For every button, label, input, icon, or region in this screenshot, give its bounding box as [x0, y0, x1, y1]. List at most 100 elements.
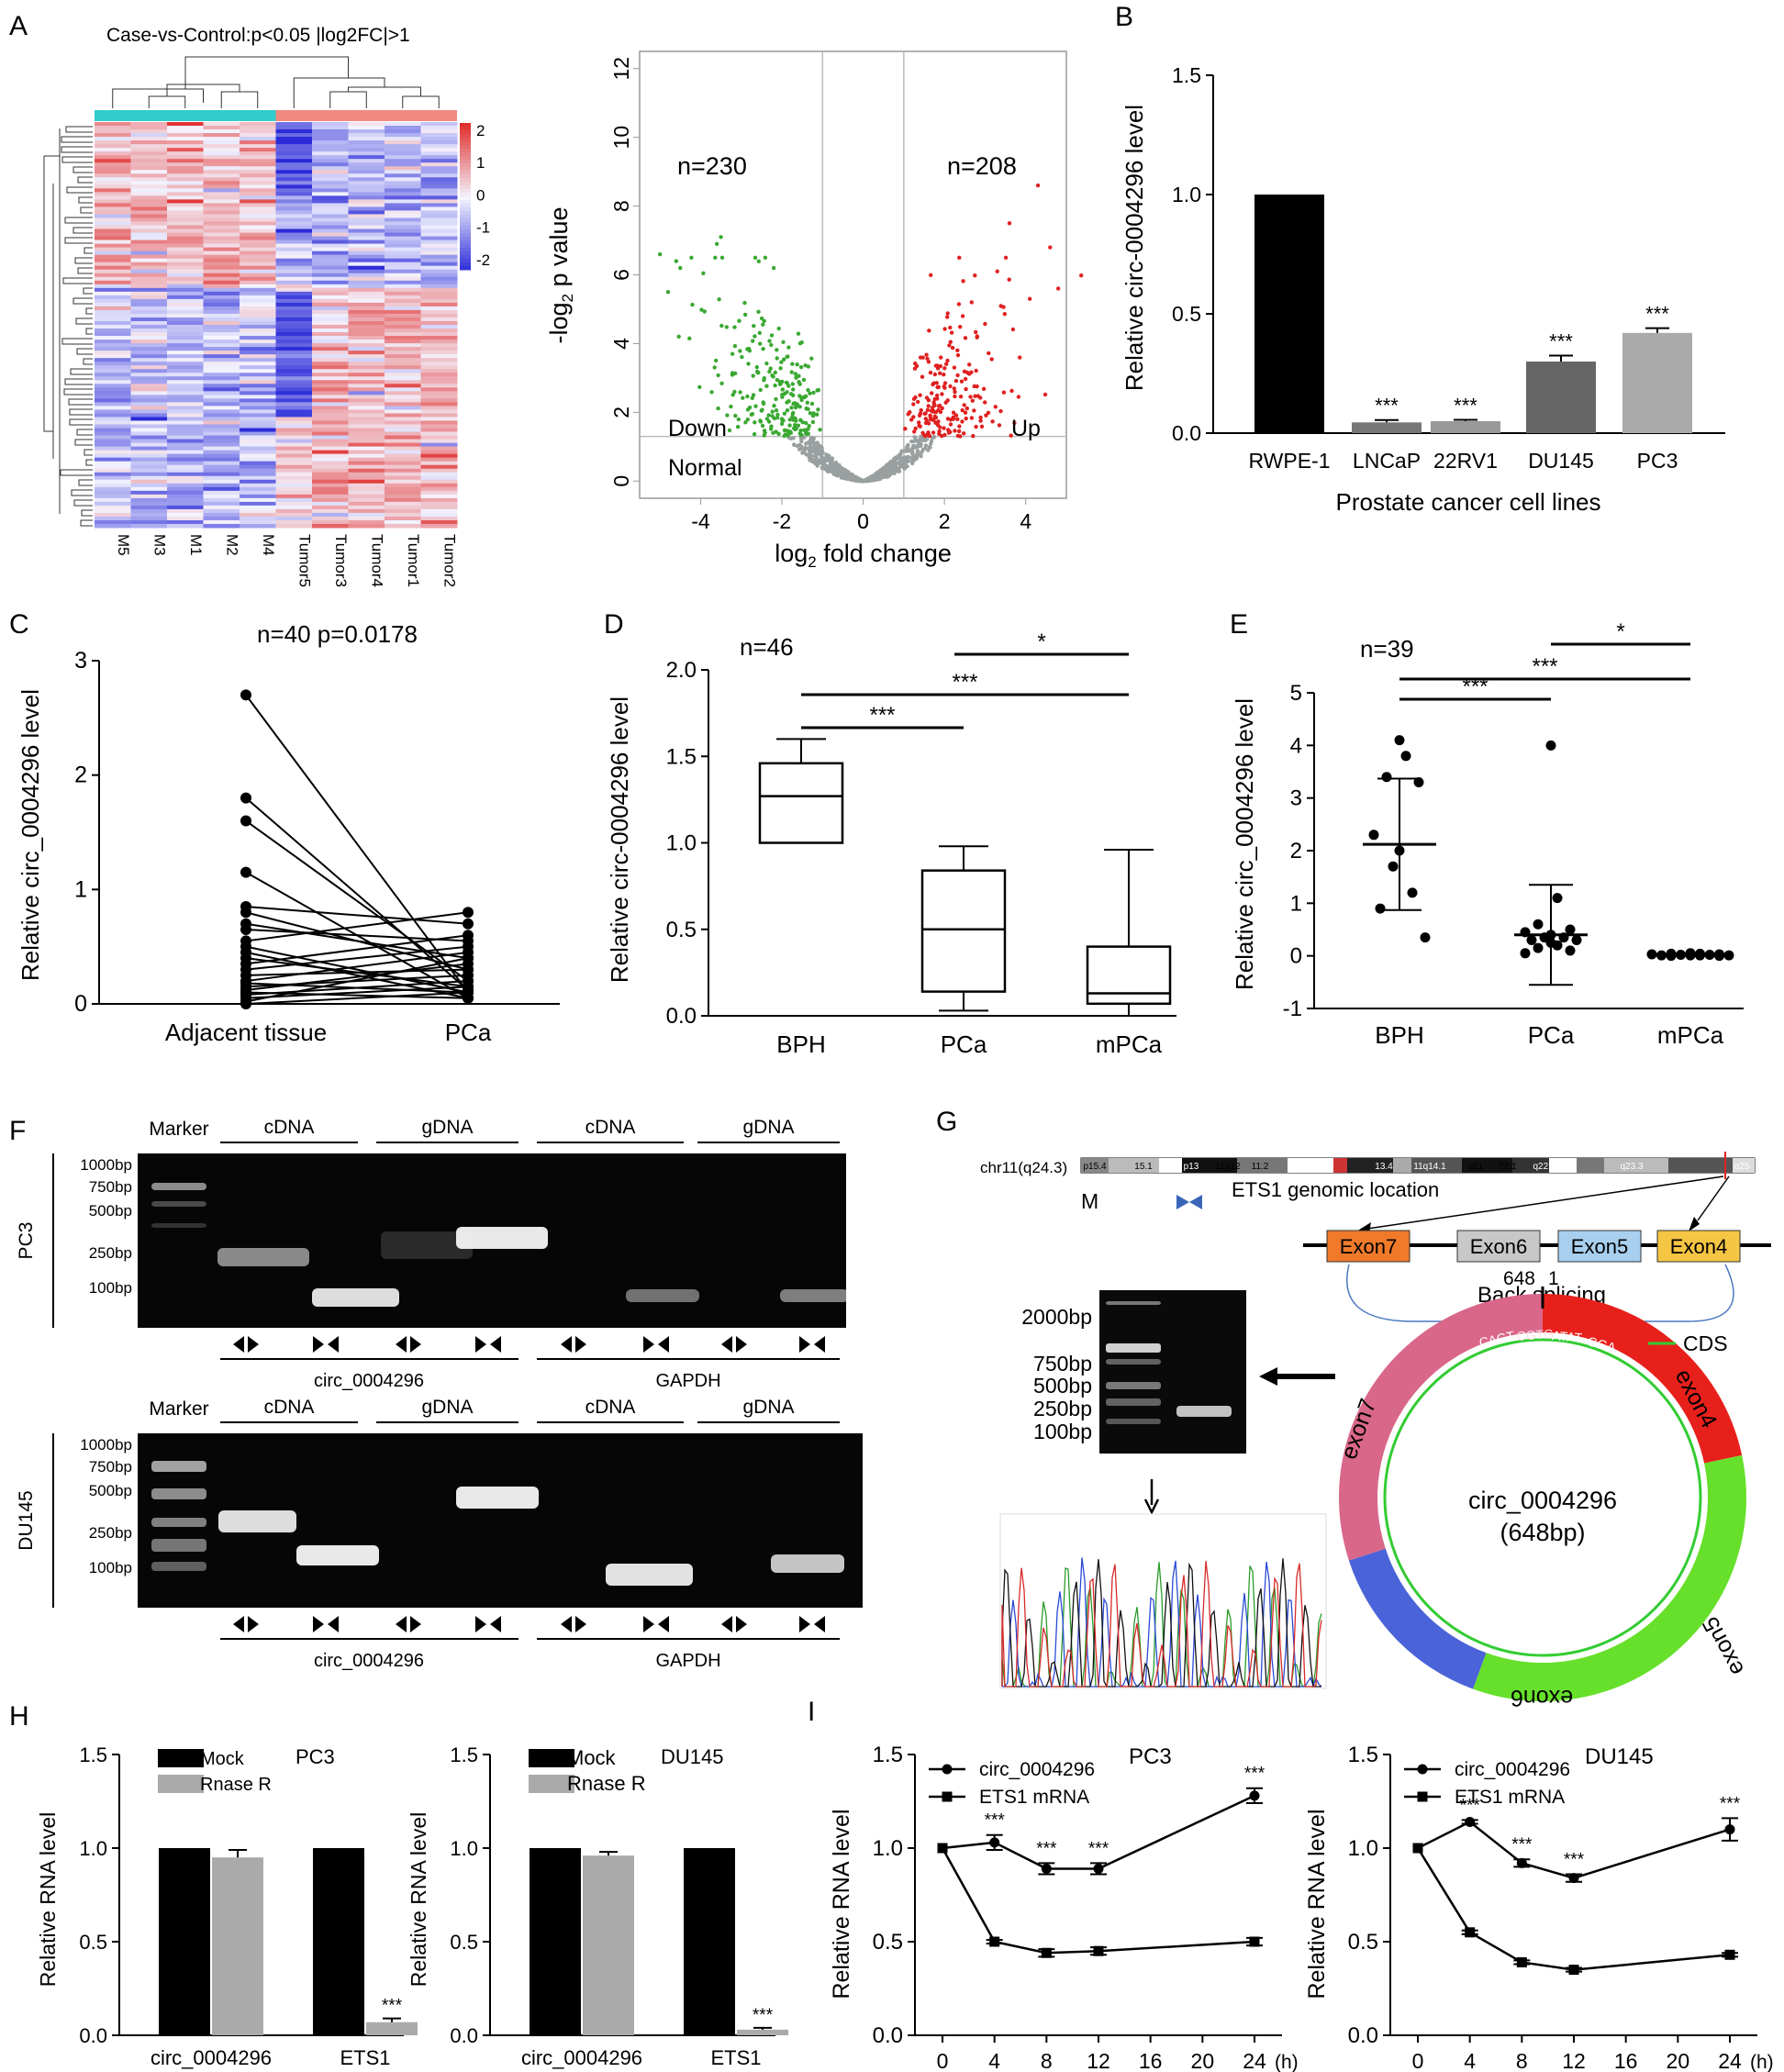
heatmap-cell: [420, 273, 458, 278]
heatmap-cell: [130, 490, 168, 496]
volcano-point-up: [942, 327, 947, 331]
x-tick-label: 16: [1614, 2049, 1638, 2072]
cell-line-label: DU145: [16, 1490, 37, 1550]
heatmap-column-label: Tumor2: [440, 534, 458, 587]
volcano-point-up: [956, 302, 962, 306]
sample-band: [456, 1227, 548, 1249]
heatmap-cell: [240, 442, 276, 448]
heatmap-cell: [385, 501, 421, 507]
heatmap-cell: [130, 173, 168, 178]
volcano-point-up: [1003, 255, 1009, 260]
volcano-point-up: [914, 363, 920, 369]
heatmap-cell: [420, 380, 458, 384]
x-tick-label: 4: [988, 2049, 1000, 2072]
heatmap-cell: [420, 199, 458, 204]
heatmap-cell: [348, 155, 385, 160]
volcano-point-down: [775, 348, 779, 352]
volcano-point-up: [1009, 433, 1013, 438]
box: [758, 762, 844, 844]
heatmap-cell: [240, 133, 276, 138]
volcano-point-normal: [813, 450, 819, 454]
heatmap-cell: [240, 336, 276, 340]
heatmap-cell: [130, 247, 168, 252]
heatmap-cell: [203, 461, 240, 466]
volcano-point-down: [764, 384, 769, 388]
heatmap-cell: [420, 406, 458, 410]
heatmap-cell: [312, 151, 349, 156]
heatmap-cell: [348, 184, 385, 189]
heatmap-cell: [275, 236, 313, 241]
heatmap-cell: [203, 464, 240, 470]
heatmap-cell: [275, 420, 313, 425]
heatmap-cell: [420, 184, 458, 189]
heatmap-cell: [348, 464, 385, 470]
row-dendrogram-branch: [80, 519, 93, 527]
x-tick-label: mPCa: [1096, 1030, 1163, 1058]
sample-band: [771, 1554, 844, 1573]
chromosome-band-label: q21: [1468, 1162, 1484, 1172]
volcano-point-down: [795, 362, 799, 367]
y-tick-label: 3: [1290, 786, 1302, 811]
heatmap-cell: [130, 228, 168, 234]
volcano-point-down: [770, 373, 775, 378]
heatmap-colorbar: 210-1-2: [460, 122, 490, 271]
heatmap-cell: [420, 332, 458, 337]
heatmap-cell: [203, 214, 240, 218]
volcano-point-up: [1016, 395, 1021, 399]
heatmap-cell: [275, 472, 313, 477]
heatmap-cell: [95, 320, 131, 326]
heatmap-cell: [95, 214, 131, 218]
divergent-primer-icon: [396, 1616, 421, 1632]
heatmap-cell: [240, 376, 276, 381]
dendrogram-branch: [402, 95, 440, 108]
heatmap-cell: [130, 126, 168, 130]
heatmap-cell: [167, 420, 204, 425]
heatmap-cell: [312, 155, 349, 160]
heatmap-cell: [95, 380, 131, 384]
heatmap-cell: [348, 276, 385, 282]
heatmap-cell: [420, 475, 458, 481]
heatmap-cell: [312, 512, 349, 518]
significance-marker: ***: [1244, 1765, 1266, 1784]
marker-label: Marker: [149, 1119, 208, 1140]
heatmap-cell: [167, 199, 204, 204]
adjacent-point: [240, 907, 251, 919]
heatmap-cell: [385, 122, 421, 127]
heatmap-cell: [130, 287, 168, 293]
volcano-point-down: [768, 427, 774, 431]
heatmap-cell: [240, 516, 276, 521]
volcano-point-up: [962, 403, 966, 407]
heatmap-cell: [420, 442, 458, 448]
heatmap-cell: [203, 387, 240, 392]
adjacent-point: [240, 923, 251, 935]
panel-f-gels: Marker cDNA gDNA cDNA gDNA1000bp750bp500bp25…: [16, 1117, 863, 1671]
dendrogram-branch: [293, 77, 385, 108]
heatmap-column-labels: M5 M3 M1 M2 M4 Tumor5 Tumor3 Tumor4 Tumor1 Tumor2: [115, 534, 459, 587]
heatmap-cell: [167, 505, 204, 510]
heatmap-cell: [240, 192, 276, 196]
heatmap-column-label: Tumor4: [368, 534, 385, 587]
x-tick-label: PCa: [445, 1019, 492, 1046]
row-dendrogram-branch: [70, 368, 93, 375]
heatmap-cell: [385, 395, 421, 399]
heatmap-cell: [130, 413, 168, 418]
volcano-point-up: [920, 374, 925, 379]
heatmap-cell: [167, 221, 204, 227]
heatmap-cell: [130, 479, 168, 485]
heatmap-cell: [275, 144, 313, 149]
heatmap-cell: [167, 225, 204, 230]
volcano-point-up: [958, 395, 964, 399]
heatmap-cell: [130, 122, 168, 127]
heatmap-cell: [312, 317, 349, 322]
volcano-point-up: [918, 393, 922, 397]
volcano-point-up: [974, 329, 978, 335]
paired-line: [245, 963, 469, 992]
volcano-point-normal: [836, 471, 841, 475]
x-tick-label: 0: [1412, 2049, 1424, 2072]
volcano-point-down: [701, 271, 706, 275]
volcano-point-up: [935, 363, 940, 368]
heatmap-cell: [167, 177, 204, 182]
heatmap-cell: [130, 376, 168, 381]
heatmap-cell: [348, 523, 385, 529]
group-label: cDNA: [585, 1397, 636, 1418]
